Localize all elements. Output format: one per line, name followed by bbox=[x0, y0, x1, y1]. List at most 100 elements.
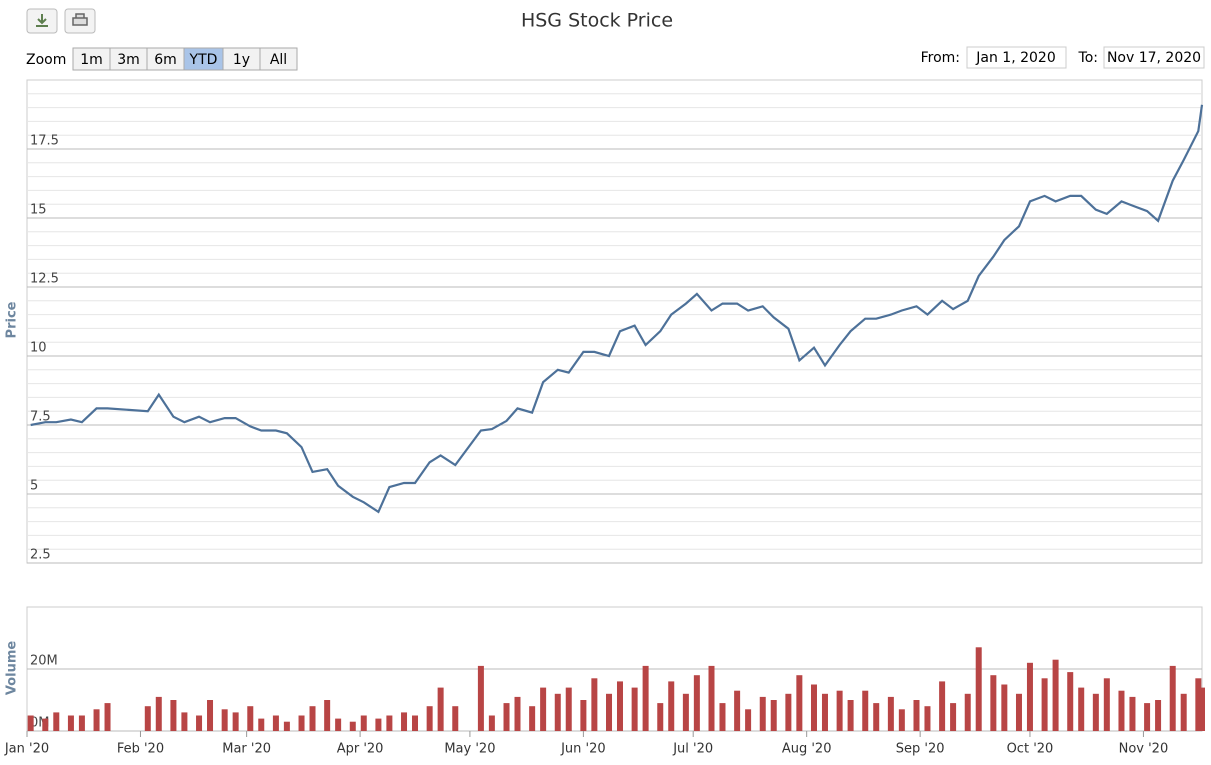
volume-bar bbox=[847, 700, 854, 731]
x-tick-label: Mar '20 bbox=[222, 742, 271, 757]
volume-bar bbox=[144, 706, 151, 731]
volume-bar bbox=[990, 675, 997, 731]
zoom-label: Zoom bbox=[26, 52, 66, 68]
volume-bar bbox=[810, 684, 817, 731]
volume-bar bbox=[401, 712, 408, 731]
volume-bar bbox=[1041, 678, 1048, 731]
volume-bar bbox=[1052, 659, 1059, 731]
volume-bar bbox=[272, 715, 279, 731]
volume-bar bbox=[1169, 665, 1176, 731]
print-icon bbox=[72, 13, 88, 26]
volume-bar bbox=[734, 690, 741, 731]
volume-bar bbox=[42, 718, 49, 731]
volume-bar bbox=[529, 706, 536, 731]
volume-bar bbox=[1078, 687, 1085, 731]
range-button-label: All bbox=[270, 52, 287, 68]
volume-bar bbox=[181, 712, 188, 731]
volume-bar bbox=[668, 681, 675, 731]
x-tick-label: Jul '20 bbox=[672, 742, 713, 757]
range-button-label: YTD bbox=[189, 52, 218, 68]
volume-bar bbox=[898, 709, 905, 731]
volume-bar bbox=[258, 718, 265, 731]
y-tick-label: 15 bbox=[30, 203, 47, 218]
volume-bar bbox=[719, 703, 726, 731]
volume-bar bbox=[207, 700, 214, 731]
volume-bar bbox=[682, 693, 689, 731]
volume-bar bbox=[309, 706, 316, 731]
volume-bar bbox=[452, 706, 459, 731]
volume-bar bbox=[514, 696, 521, 731]
volume-bar bbox=[1180, 693, 1187, 731]
volume-bar bbox=[283, 721, 290, 731]
price-axis-title: Price bbox=[5, 301, 20, 338]
volume-bar bbox=[1144, 703, 1151, 731]
volume-bar bbox=[616, 681, 623, 731]
chart-title: HSG Stock Price bbox=[521, 10, 673, 32]
volume-bar bbox=[232, 712, 239, 731]
range-button-label: 1y bbox=[233, 52, 250, 68]
to-date: Nov 17, 2020 bbox=[1107, 50, 1201, 66]
volume-bar bbox=[1092, 693, 1099, 731]
volume-bar bbox=[591, 678, 598, 731]
volume-bar bbox=[375, 718, 382, 731]
x-tick-label: Aug '20 bbox=[782, 742, 832, 757]
volume-bar bbox=[836, 690, 843, 731]
y-tick-label: 12.5 bbox=[30, 272, 59, 287]
plot-area bbox=[26, 79, 1203, 564]
volume-bar bbox=[554, 693, 561, 731]
volume-bar bbox=[606, 693, 613, 731]
x-tick-label: Feb '20 bbox=[117, 742, 164, 757]
to-input[interactable] bbox=[1103, 46, 1205, 69]
volume-bar bbox=[477, 665, 484, 731]
volume-bar bbox=[642, 665, 649, 731]
x-tick-label: Oct '20 bbox=[1007, 742, 1054, 757]
volume-bar bbox=[349, 721, 356, 731]
volume-bar bbox=[580, 700, 587, 731]
x-tick-label: Apr '20 bbox=[337, 742, 384, 757]
volume-bar bbox=[488, 715, 495, 731]
y-tick-label: 2.5 bbox=[30, 548, 51, 563]
volume-bar bbox=[426, 706, 433, 731]
volume-bar bbox=[821, 693, 828, 731]
volume-bar bbox=[196, 715, 203, 731]
volume-bar bbox=[1129, 696, 1136, 731]
volume-bar bbox=[745, 709, 752, 731]
range-button[interactable] bbox=[259, 47, 298, 71]
volume-bar bbox=[78, 715, 85, 731]
volume-bar bbox=[1001, 684, 1008, 731]
from-input[interactable] bbox=[966, 46, 1067, 69]
volume-bar bbox=[1155, 700, 1162, 731]
volume-bar bbox=[964, 693, 971, 731]
x-tick-label: Nov '20 bbox=[1119, 742, 1169, 757]
y-tick-label: 7.5 bbox=[30, 410, 51, 425]
volume-bar bbox=[104, 703, 111, 731]
volume-bar bbox=[221, 709, 228, 731]
volume-bar bbox=[503, 703, 510, 731]
volume-bar bbox=[93, 709, 100, 731]
volume-bar bbox=[1026, 662, 1033, 731]
volume-bar bbox=[540, 687, 547, 731]
volume-bar bbox=[1195, 678, 1202, 731]
y-tick-label: 5 bbox=[30, 479, 38, 494]
x-tick-label: Sep '20 bbox=[896, 742, 945, 757]
volume-bar bbox=[887, 696, 894, 731]
volume-bar bbox=[335, 718, 342, 731]
from-label: From: bbox=[921, 50, 960, 66]
volume-bar bbox=[939, 681, 946, 731]
range-button-label: 3m bbox=[117, 52, 140, 68]
volume-bar bbox=[657, 703, 664, 731]
volume-bar bbox=[924, 706, 931, 731]
x-tick-label: May '20 bbox=[444, 742, 495, 757]
volume-bar bbox=[631, 687, 638, 731]
volume-axis-title: Volume bbox=[5, 641, 20, 696]
volume-bar bbox=[27, 715, 34, 731]
y-tick-label: 20M bbox=[30, 654, 58, 669]
volume-bar bbox=[360, 715, 367, 731]
volume-bar bbox=[1015, 693, 1022, 731]
range-button-label: 6m bbox=[154, 52, 177, 68]
export-buttons bbox=[26, 8, 96, 34]
price-line bbox=[30, 104, 1204, 514]
range-buttons: 1m 3m 6m YTD 1y All bbox=[72, 47, 298, 71]
volume-bar bbox=[770, 700, 777, 731]
volume-bar bbox=[386, 715, 393, 731]
